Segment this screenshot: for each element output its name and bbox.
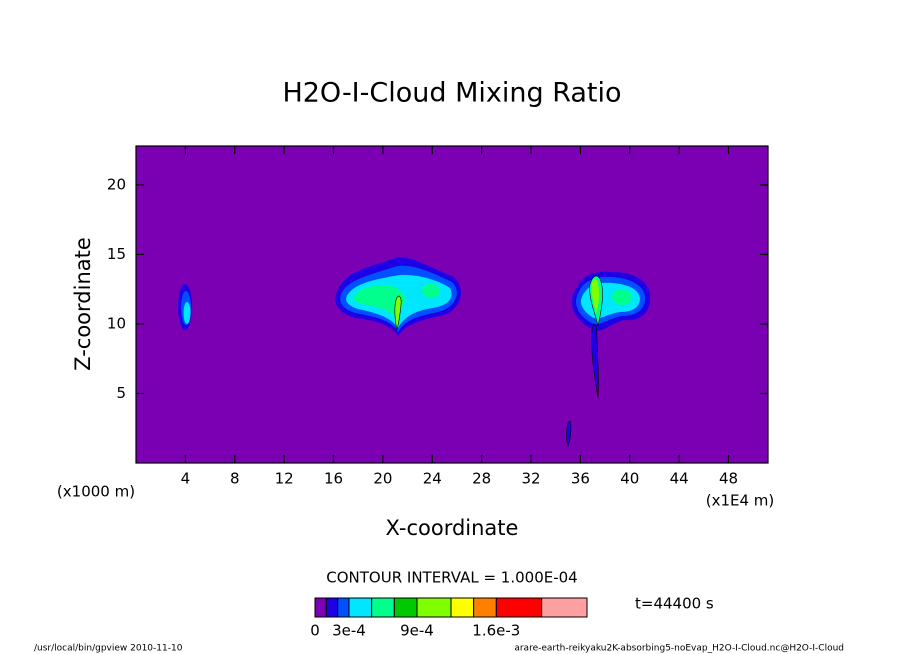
x-tick-label: 48 xyxy=(719,470,738,488)
chart-title: H2O-I-Cloud Mixing Ratio xyxy=(282,78,621,109)
contour-region xyxy=(422,284,440,298)
colorbar-segment xyxy=(348,597,373,618)
x-unit-label: (x1E4 m) xyxy=(706,492,775,510)
colorbar-segment xyxy=(473,597,497,618)
contour-region xyxy=(183,302,191,324)
time-label: t=44400 s xyxy=(635,595,714,613)
plot-frame xyxy=(135,145,769,464)
colorbar-segment xyxy=(325,597,339,618)
colorbar-tick-label: 0 xyxy=(310,622,320,640)
contour-field xyxy=(178,257,651,447)
colorbar-segment xyxy=(495,597,543,618)
y-unit-label: (x1000 m) xyxy=(57,483,135,501)
contour-region xyxy=(591,279,600,314)
x-axis-label: X-coordinate xyxy=(386,516,519,540)
colorbar-tick-label: 1.6e-3 xyxy=(472,622,520,640)
contour-region xyxy=(394,295,402,331)
x-tick-label: 20 xyxy=(373,470,392,488)
contour-region xyxy=(612,289,632,305)
x-tick-label: 16 xyxy=(324,470,343,488)
colorbar-segment xyxy=(416,597,452,618)
colorbar-segment xyxy=(371,597,395,618)
contour-region xyxy=(591,323,599,399)
y-axis-label: Z-coordinate xyxy=(71,237,95,371)
colorbar-tick-label: 9e-4 xyxy=(400,622,434,640)
x-tick-label: 24 xyxy=(423,470,442,488)
contour-region xyxy=(566,420,572,447)
y-tick-label: 15 xyxy=(107,245,126,263)
colorbar-segment xyxy=(450,597,475,618)
colorbar-segment xyxy=(393,597,418,618)
x-tick-label: 40 xyxy=(620,470,639,488)
colorbar-tick-label: 3e-4 xyxy=(332,622,366,640)
x-tick-label: 28 xyxy=(472,470,491,488)
x-tick-label: 36 xyxy=(571,470,590,488)
x-tick-label: 32 xyxy=(521,470,540,488)
contour-region xyxy=(353,285,406,317)
colorbar-segment xyxy=(314,597,327,618)
x-tick-label: 44 xyxy=(670,470,689,488)
colorbar-segment xyxy=(337,597,350,618)
footer-right: arare-earth-reikyaku2K-absorbing5-noEvap… xyxy=(514,644,844,654)
footer-left: /usr/local/bin/gpview 2010-11-10 xyxy=(34,644,183,654)
colorbar-segment xyxy=(541,597,588,618)
y-tick-label: 10 xyxy=(107,314,126,332)
y-tick-label: 5 xyxy=(116,384,126,402)
x-tick-label: 4 xyxy=(181,470,191,488)
x-tick-label: 12 xyxy=(275,470,294,488)
contour-interval: CONTOUR INTERVAL = 1.000E-04 xyxy=(326,569,577,587)
y-tick-label: 20 xyxy=(107,175,126,193)
x-tick-label: 8 xyxy=(230,470,240,488)
